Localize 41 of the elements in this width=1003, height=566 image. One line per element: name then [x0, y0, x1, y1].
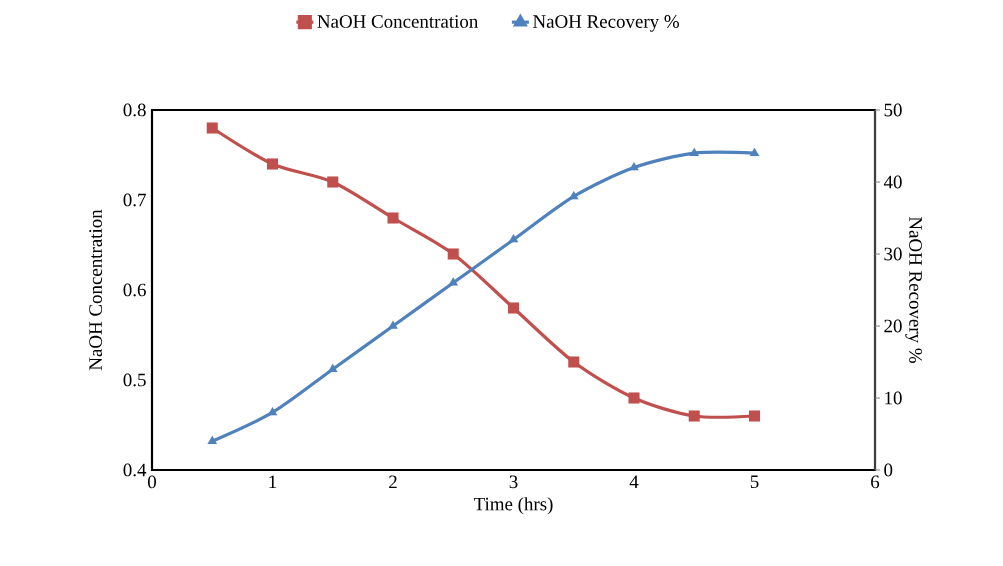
- x-tick-label: 6: [871, 475, 880, 489]
- x-tick-label: 5: [750, 475, 759, 489]
- point: [387, 212, 399, 224]
- point: [327, 363, 338, 372]
- point: [628, 392, 640, 404]
- x-tick-label: 1: [269, 475, 277, 489]
- y2-tick-label: 30: [884, 247, 902, 261]
- point: [749, 147, 760, 156]
- y2-tick-label: 20: [884, 319, 902, 333]
- point: [568, 356, 580, 368]
- point: [388, 320, 398, 329]
- y-tick-label: 0.8: [123, 103, 146, 117]
- legend-label: NaOH Recovery %: [533, 15, 679, 32]
- y2-tick-label: 40: [883, 175, 902, 189]
- y2-tick-label: 0: [884, 463, 893, 477]
- point: [207, 435, 218, 444]
- point: [629, 162, 639, 171]
- x-tick-label: 0: [147, 475, 156, 489]
- point: [507, 302, 520, 314]
- point: [448, 277, 459, 286]
- y-tick-label: 0.4: [123, 463, 147, 477]
- point: [447, 248, 459, 260]
- point: [688, 410, 700, 422]
- y-tick-label: 0.5: [123, 373, 146, 387]
- y2-tick-label: 10: [885, 391, 902, 405]
- point: [327, 176, 339, 188]
- legend-label: NaOH Concentration: [317, 15, 479, 28]
- y-tick-label: 0.7: [123, 193, 146, 207]
- y2-axis-title: NaOH Recovery %: [905, 216, 922, 363]
- point: [689, 147, 700, 156]
- point: [266, 158, 279, 170]
- point: [748, 410, 761, 422]
- x-tick-label: 2: [389, 475, 397, 489]
- x-tick-label: 3: [509, 475, 518, 489]
- y2-tick-label: 50: [884, 103, 902, 117]
- point: [508, 234, 519, 243]
- y-axis-title: NaOH Concentration: [89, 209, 102, 371]
- x-axis-title: Time (hrs): [473, 497, 553, 515]
- y-tick-label: 0.6: [123, 283, 146, 297]
- point: [206, 122, 218, 134]
- x-tick-label: 4: [629, 475, 639, 488]
